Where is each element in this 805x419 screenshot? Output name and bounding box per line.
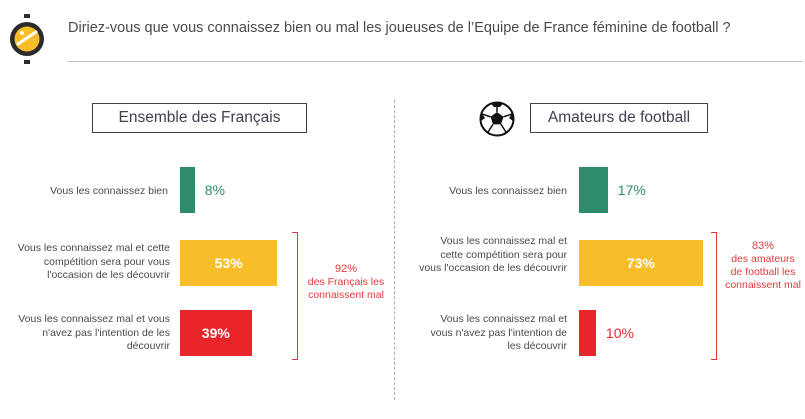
bar-value-label: 17% xyxy=(617,182,646,198)
summary-text: des Français les connaissent mal xyxy=(307,276,385,301)
row-label: Vous les connaissez bien xyxy=(50,185,168,197)
row-label: Vous les connaissez mal et cette compéti… xyxy=(17,242,170,281)
row-label: Vous les connaissez mal et vous n'avez p… xyxy=(18,313,170,352)
bar-value-label: 53% xyxy=(214,255,243,271)
panel-title-ensemble: Ensemble des Français xyxy=(92,103,307,133)
row-label: Vous les connaissez mal et cette compéti… xyxy=(419,235,567,274)
summary-amateurs: 83% des amateurs de football les connais… xyxy=(724,240,802,292)
bar xyxy=(579,167,608,213)
survey-question: Diriez-vous que vous connaissez bien ou … xyxy=(68,20,731,36)
header-divider xyxy=(68,61,803,62)
summary-ensemble: 92% des Français les connaissent mal xyxy=(307,263,385,302)
row-label: Vous les connaissez bien xyxy=(449,185,567,197)
summary-bracket xyxy=(292,232,298,360)
panel-divider xyxy=(394,100,395,400)
summary-value: 92% xyxy=(334,263,358,275)
panel-title-amateurs: Amateurs de football xyxy=(530,103,708,133)
row-label: Vous les connaissez mal et vous n'avez p… xyxy=(430,313,567,352)
soccer-ball-icon xyxy=(479,101,515,137)
coin-logo-icon xyxy=(10,14,44,64)
bar-value-label: 73% xyxy=(626,255,655,271)
summary-value: 83% xyxy=(751,240,775,252)
summary-text: des amateurs de football les connaissent… xyxy=(725,253,801,291)
bar-value-label: 8% xyxy=(204,182,225,198)
bar-value-label: 10% xyxy=(605,325,634,341)
bar-value-label: 39% xyxy=(201,325,230,341)
bar xyxy=(579,310,596,356)
bar xyxy=(180,240,278,286)
bar xyxy=(579,240,703,286)
bar xyxy=(180,167,195,213)
summary-bracket xyxy=(711,232,717,360)
bar xyxy=(180,310,252,356)
